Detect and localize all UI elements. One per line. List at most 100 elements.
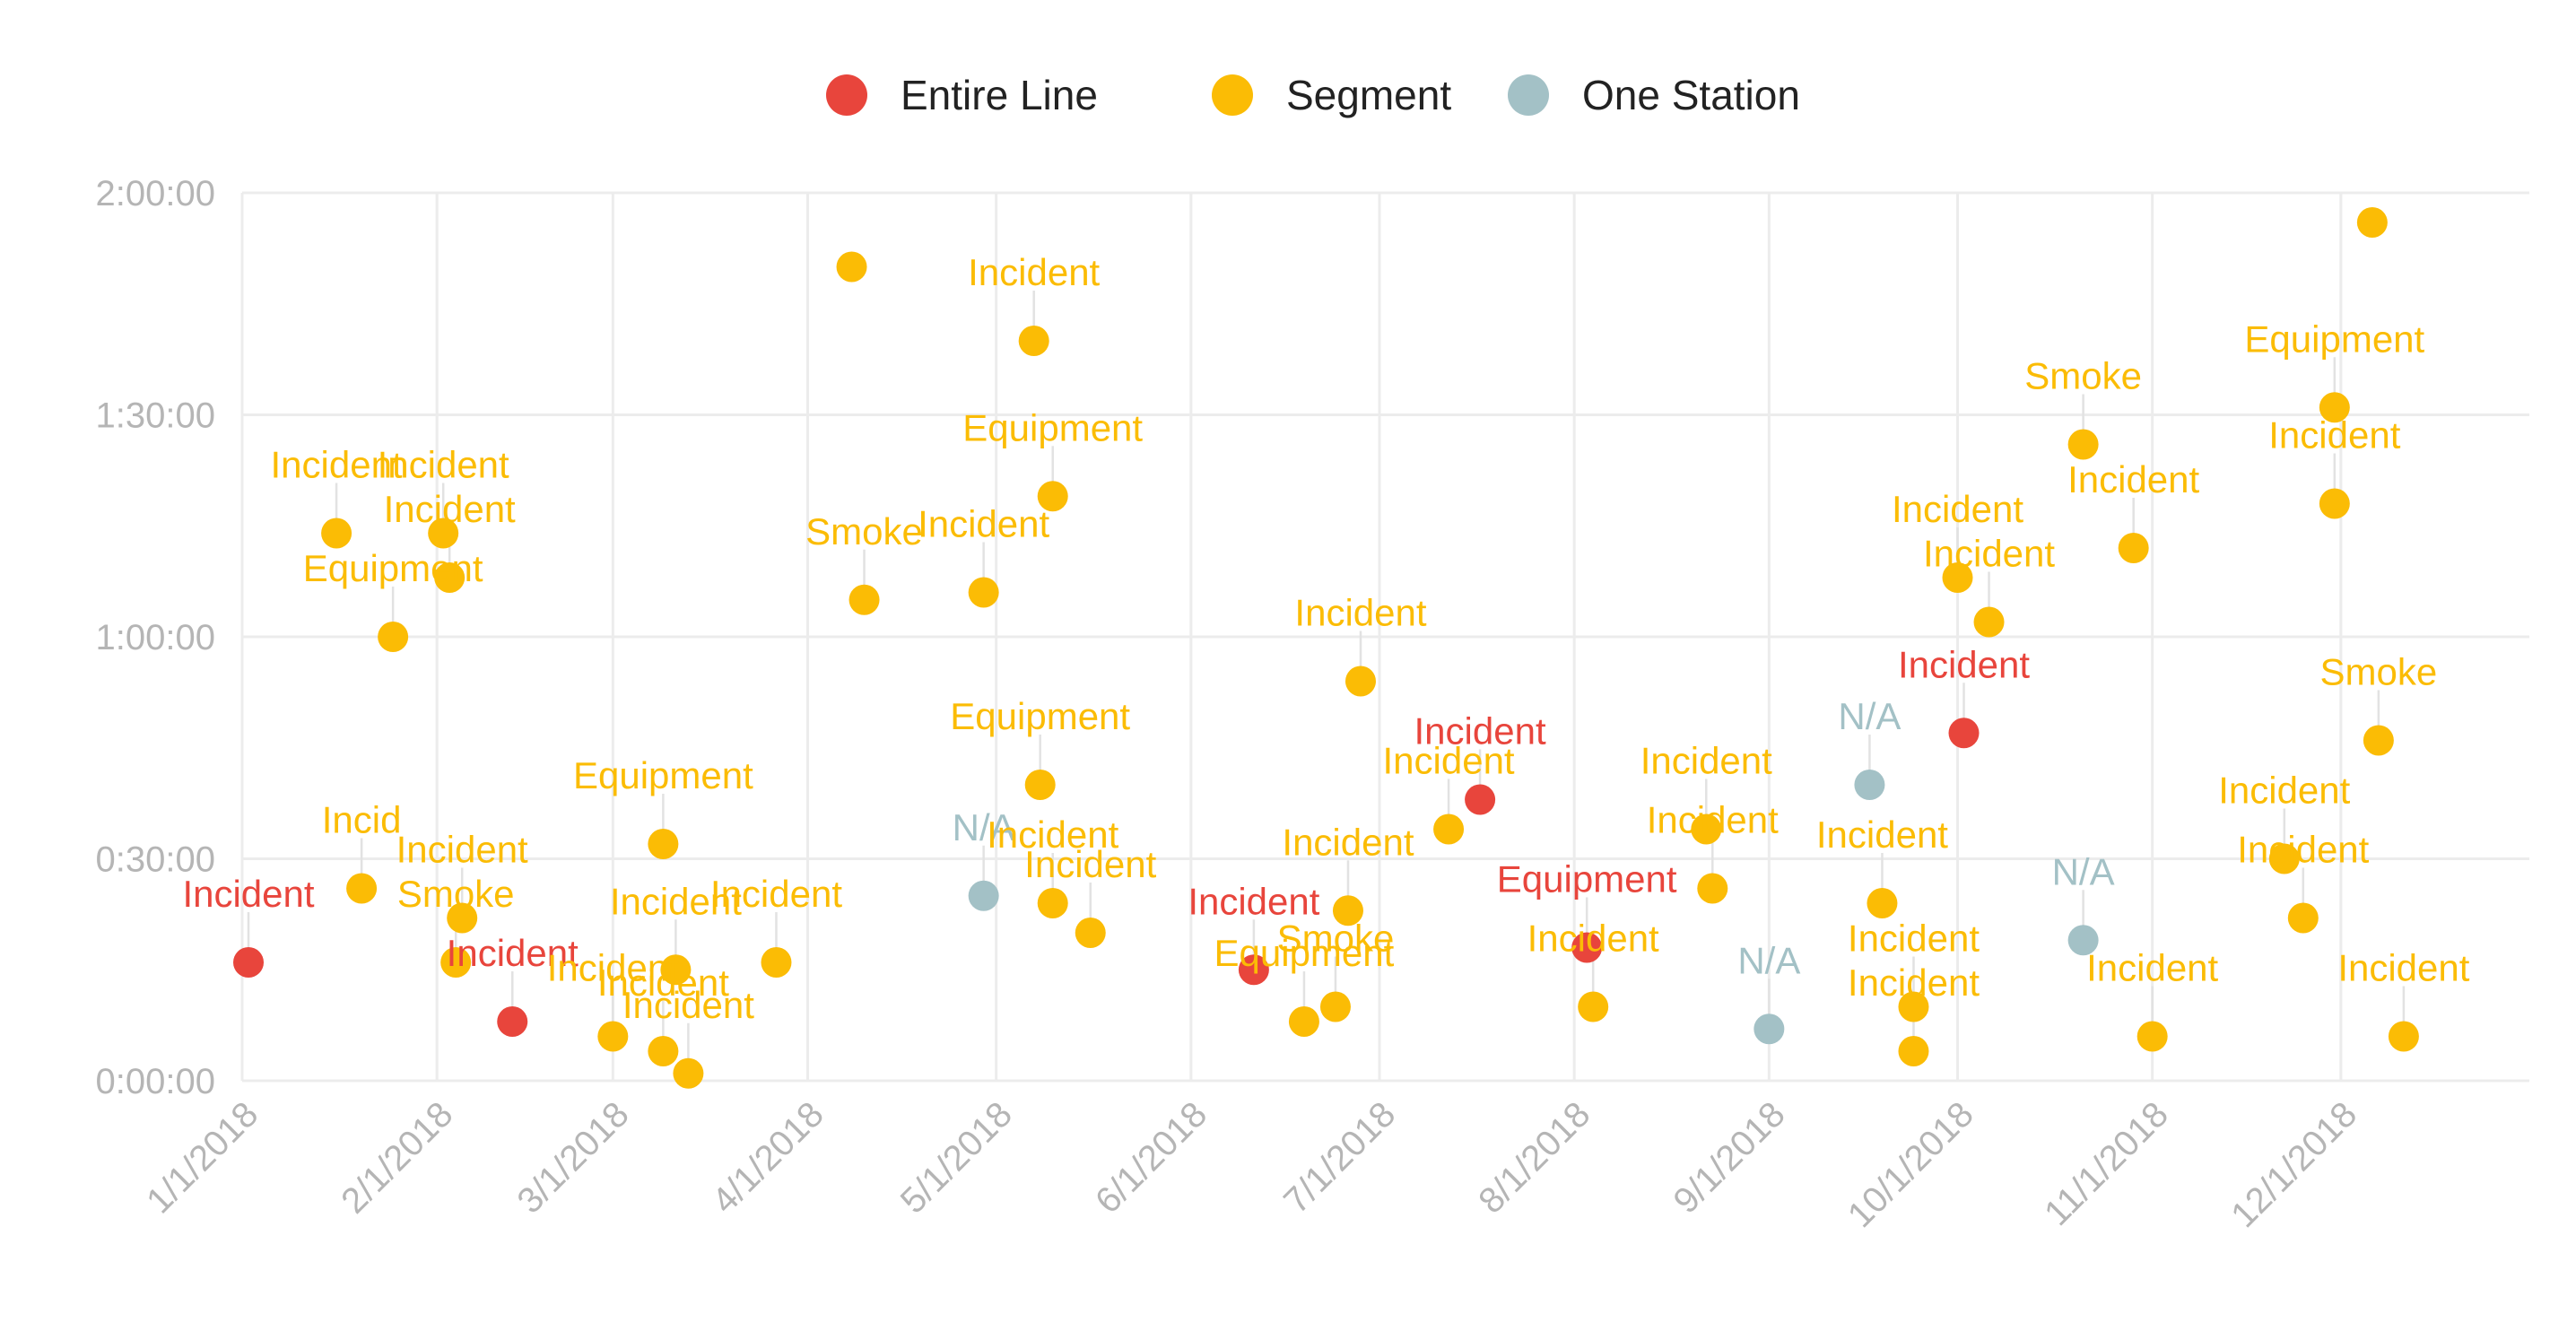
data-point[interactable] xyxy=(1942,562,1973,593)
data-point[interactable] xyxy=(2268,843,2300,874)
data-point[interactable] xyxy=(378,622,409,652)
data-point[interactable] xyxy=(440,947,472,978)
data-point[interactable] xyxy=(648,1036,679,1066)
data-point[interactable] xyxy=(497,1006,528,1037)
data-label: Incident xyxy=(1898,643,2030,685)
data-point[interactable] xyxy=(2137,1021,2168,1052)
data-label: Incident xyxy=(1294,592,1426,634)
x-tick-label: 11/1/2018 xyxy=(2037,1094,2176,1233)
data-label: Incident xyxy=(968,251,1100,293)
data-point[interactable] xyxy=(1238,954,1269,986)
data-point[interactable] xyxy=(2067,925,2099,956)
data-point[interactable] xyxy=(1754,1013,1785,1045)
x-tick-label: 6/1/2018 xyxy=(1088,1094,1214,1221)
data-point[interactable] xyxy=(434,562,466,593)
data-label: Incident xyxy=(396,829,528,871)
data-point[interactable] xyxy=(1037,888,1068,918)
data-point[interactable] xyxy=(1433,813,1465,845)
data-point[interactable] xyxy=(1578,991,1609,1022)
data-point[interactable] xyxy=(1465,784,1496,815)
y-tick-label: 2:00:00 xyxy=(96,174,215,213)
data-label: Smoke xyxy=(805,510,923,552)
data-point[interactable] xyxy=(1024,770,1056,800)
data-points xyxy=(233,207,2419,1089)
x-tick-label: 4/1/2018 xyxy=(705,1094,831,1221)
x-tick-label: 2/1/2018 xyxy=(334,1094,460,1221)
data-point[interactable] xyxy=(968,880,999,911)
data-label: Incident xyxy=(1188,880,1319,922)
data-point[interactable] xyxy=(1345,666,1376,697)
data-point[interactable] xyxy=(2363,725,2394,756)
data-point[interactable] xyxy=(660,954,692,986)
data-point[interactable] xyxy=(447,902,478,934)
data-label: Incident xyxy=(1383,740,1515,782)
data-point[interactable] xyxy=(597,1021,629,1052)
data-label: Incident xyxy=(710,873,842,915)
data-point[interactable] xyxy=(2067,429,2099,460)
data-point[interactable] xyxy=(1867,888,1898,918)
data-point[interactable] xyxy=(1948,718,1980,749)
label-leaders xyxy=(247,291,2406,1061)
data-point[interactable] xyxy=(1018,326,1049,356)
data-point[interactable] xyxy=(2287,902,2319,934)
data-point[interactable] xyxy=(321,518,352,549)
data-label: Incident xyxy=(1816,813,1948,856)
data-label: Incident xyxy=(1647,799,1779,841)
data-label: Incident xyxy=(447,932,579,974)
data-label: Incident xyxy=(271,444,403,486)
data-label: Equipment xyxy=(573,754,753,796)
data-label: Equipment xyxy=(950,695,1130,737)
data-label: Incident xyxy=(182,873,314,915)
data-point[interactable] xyxy=(1898,991,1929,1022)
data-label: Smoke xyxy=(397,873,515,915)
data-point[interactable] xyxy=(1037,481,1068,512)
data-point[interactable] xyxy=(346,873,378,904)
data-point[interactable] xyxy=(648,829,679,859)
data-point[interactable] xyxy=(849,584,880,615)
legend-label-one-station: One Station xyxy=(1582,72,1800,118)
data-point[interactable] xyxy=(1854,770,1885,800)
data-label: Incident xyxy=(378,444,509,486)
data-point[interactable] xyxy=(1075,918,1106,948)
data-label: Incident xyxy=(1527,918,1659,960)
data-point[interactable] xyxy=(1288,1006,1319,1037)
legend-marker-segment xyxy=(1212,74,1253,116)
data-point[interactable] xyxy=(233,947,265,978)
data-point[interactable] xyxy=(1898,1036,1929,1066)
data-label: Equipment xyxy=(303,547,483,589)
data-label: Incident xyxy=(2218,770,2350,812)
data-label: Equipment xyxy=(1497,858,1677,900)
data-label: Incident xyxy=(1892,488,2023,530)
data-label: Equipment xyxy=(1214,932,1395,974)
data-point[interactable] xyxy=(673,1057,704,1089)
y-axis: 0:00:00 0:30:00 1:00:00 1:30:00 2:00:00 xyxy=(96,174,215,1101)
data-point[interactable] xyxy=(2388,1021,2419,1052)
data-label: Equipment xyxy=(2244,318,2424,360)
data-point[interactable] xyxy=(1691,813,1722,845)
data-label: Incident xyxy=(2337,947,2469,989)
x-tick-label: 5/1/2018 xyxy=(893,1094,1020,1221)
data-label: Incident xyxy=(918,503,1049,545)
data-point[interactable] xyxy=(428,518,459,549)
data-label: Incident xyxy=(1923,533,2055,575)
legend-label-segment: Segment xyxy=(1286,72,1451,118)
data-point[interactable] xyxy=(1332,895,1363,926)
data-point[interactable] xyxy=(1571,932,1603,963)
data-label: Incident xyxy=(1640,740,1772,782)
y-tick-label: 1:30:00 xyxy=(96,396,215,436)
data-point[interactable] xyxy=(1319,991,1351,1022)
x-tick-label: 12/1/2018 xyxy=(2224,1094,2364,1235)
data-point[interactable] xyxy=(2118,533,2149,563)
data-label: Incident xyxy=(2067,458,2199,500)
data-point[interactable] xyxy=(2356,207,2388,238)
data-point[interactable] xyxy=(2319,488,2350,519)
data-point[interactable] xyxy=(1973,606,2005,638)
data-point[interactable] xyxy=(968,577,999,608)
data-point[interactable] xyxy=(2319,392,2350,423)
data-label: Incident xyxy=(1024,843,1156,885)
data-point[interactable] xyxy=(836,251,867,283)
data-point[interactable] xyxy=(761,947,792,978)
data-point[interactable] xyxy=(1697,873,1728,904)
data-label: Equipment xyxy=(962,406,1143,448)
